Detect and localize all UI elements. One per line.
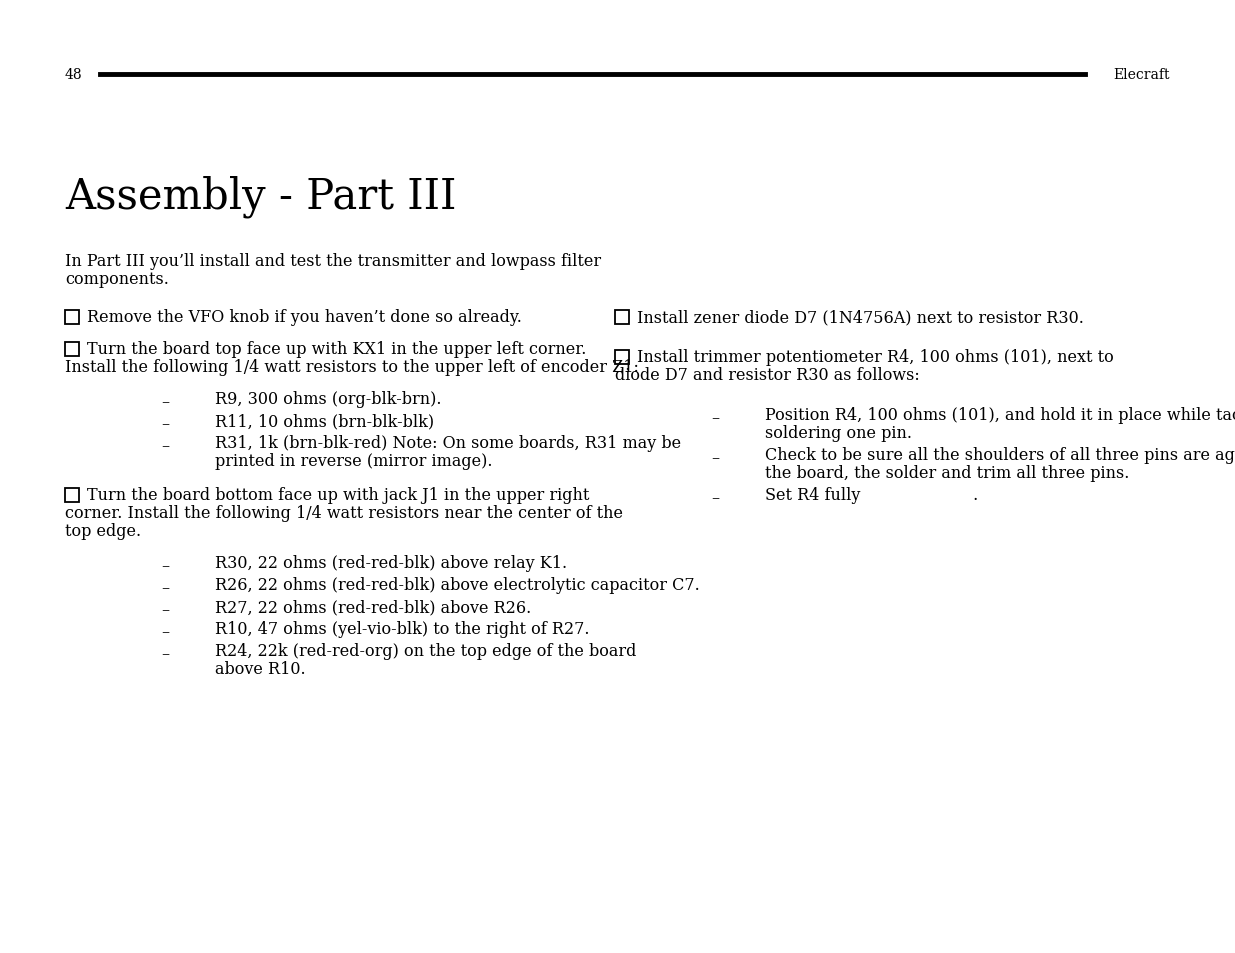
Text: soldering one pin.: soldering one pin. (764, 424, 911, 441)
Text: –: – (161, 601, 169, 618)
Text: –: – (711, 450, 719, 467)
Text: –: – (711, 490, 719, 506)
Text: R10, 47 ohms (yel-vio-blk) to the right of R27.: R10, 47 ohms (yel-vio-blk) to the right … (215, 620, 589, 638)
Text: 48: 48 (65, 68, 83, 82)
Text: R30, 22 ohms (red-red-blk) above relay K1.: R30, 22 ohms (red-red-blk) above relay K… (215, 555, 567, 572)
Text: –: – (161, 394, 169, 411)
Text: R24, 22k (red-red-org) on the top edge of the board: R24, 22k (red-red-org) on the top edge o… (215, 642, 636, 659)
Bar (65, 489, 79, 502)
Text: components.: components. (65, 271, 169, 288)
Bar (615, 351, 629, 365)
Text: In Part III you’ll install and test the transmitter and lowpass filter: In Part III you’ll install and test the … (65, 253, 601, 270)
Text: –: – (711, 410, 719, 427)
Text: Turn the board bottom face up with jack J1 in the upper right: Turn the board bottom face up with jack … (86, 486, 589, 503)
Text: –: – (161, 645, 169, 662)
Text: –: – (161, 416, 169, 433)
Text: Check to be sure all the shoulders of all three pins are against: Check to be sure all the shoulders of al… (764, 447, 1235, 463)
Text: R11, 10 ohms (brn-blk-blk): R11, 10 ohms (brn-blk-blk) (215, 413, 435, 430)
Text: –: – (161, 558, 169, 575)
Text: R26, 22 ohms (red-red-blk) above electrolytic capacitor C7.: R26, 22 ohms (red-red-blk) above electro… (215, 577, 700, 594)
Text: Elecraft: Elecraft (1114, 68, 1170, 82)
Text: –: – (161, 579, 169, 597)
Text: Set R4 fully                      .: Set R4 fully . (764, 486, 978, 503)
Text: Position R4, 100 ohms (101), and hold it in place while tack-: Position R4, 100 ohms (101), and hold it… (764, 407, 1235, 423)
Text: –: – (161, 437, 169, 455)
Text: above R10.: above R10. (215, 660, 305, 678)
Text: corner. Install the following 1/4 watt resistors near the center of the: corner. Install the following 1/4 watt r… (65, 504, 622, 521)
Text: Install trimmer potentiometer R4, 100 ohms (101), next to: Install trimmer potentiometer R4, 100 oh… (637, 349, 1114, 366)
Text: R27, 22 ohms (red-red-blk) above R26.: R27, 22 ohms (red-red-blk) above R26. (215, 598, 531, 616)
Text: Install zener diode D7 (1N4756A) next to resistor R30.: Install zener diode D7 (1N4756A) next to… (637, 309, 1084, 326)
Text: printed in reverse (mirror image).: printed in reverse (mirror image). (215, 453, 493, 470)
Bar (65, 311, 79, 325)
Text: Remove the VFO knob if you haven’t done so already.: Remove the VFO knob if you haven’t done … (86, 309, 522, 326)
Text: Turn the board top face up with KX1 in the upper left corner.: Turn the board top face up with KX1 in t… (86, 340, 587, 357)
Text: R31, 1k (brn-blk-red) Note: On some boards, R31 may be: R31, 1k (brn-blk-red) Note: On some boar… (215, 435, 682, 452)
Text: diode D7 and resistor R30 as follows:: diode D7 and resistor R30 as follows: (615, 367, 920, 384)
Bar (65, 343, 79, 356)
Text: top edge.: top edge. (65, 522, 141, 539)
Text: Install the following 1/4 watt resistors to the upper left of encoder Z1:: Install the following 1/4 watt resistors… (65, 358, 638, 375)
Bar (615, 311, 629, 325)
Text: Assembly - Part III: Assembly - Part III (65, 174, 457, 217)
Text: the board, the solder and trim all three pins.: the board, the solder and trim all three… (764, 464, 1129, 481)
Text: –: – (161, 623, 169, 640)
Text: R9, 300 ohms (org-blk-brn).: R9, 300 ohms (org-blk-brn). (215, 391, 441, 408)
